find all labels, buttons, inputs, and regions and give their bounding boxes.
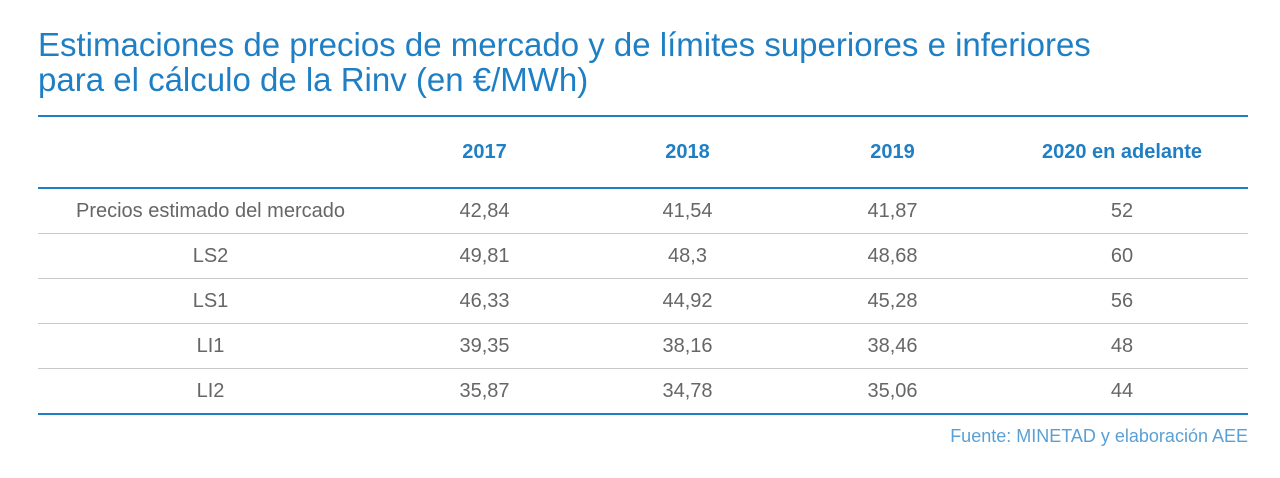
row-label: Precios estimado del mercado [38,188,383,234]
chart-title-line-2: para el cálculo de la Rinv (en €/MWh) [38,61,589,98]
table-cell: 45,28 [789,278,996,324]
table-cell: 56 [996,278,1248,324]
table-row: LI2 35,87 34,78 35,06 44 [38,369,1248,415]
row-label: LS1 [38,278,383,324]
table-row: LS1 46,33 44,92 45,28 56 [38,278,1248,324]
row-label: LS2 [38,233,383,279]
table-cell: 49,81 [383,233,586,279]
table-cell: 41,54 [586,188,789,234]
table-row: LI1 39,35 38,16 38,46 48 [38,323,1248,369]
table-cell: 48 [996,323,1248,369]
table-cell: 38,46 [789,323,996,369]
table-cell: 39,35 [383,323,586,369]
table-cell: 44,92 [586,278,789,324]
table-cell: 41,87 [789,188,996,234]
table-cell: 44 [1110,379,1134,402]
table-cell: 42,84 [383,188,586,234]
chart-title: Estimaciones de precios de mercado y de … [38,27,1248,97]
table-cell: 60 [996,233,1248,279]
table-cell: 34,78 [662,379,713,402]
table-row: Precios estimado del mercado 42,84 41,54… [38,188,1248,234]
row-label: LI1 [38,323,383,369]
table-cell: 46,33 [383,278,586,324]
table-cell: 35,06 [867,379,918,402]
table-row: LS2 49,81 48,3 48,68 60 [38,233,1248,279]
table-cell: 38,16 [586,323,789,369]
header-cell-2020: 2020 en adelante [996,116,1248,189]
table-cell: 48,3 [586,233,789,279]
price-estimates-table: 2017 2018 2019 2020 en adelante Precios … [38,115,1248,415]
chart-title-line-1: Estimaciones de precios de mercado y de … [38,26,1091,63]
source-note: Fuente: MINETAD y elaboración AEE [950,426,1248,446]
table-cell: 48,68 [789,233,996,279]
row-label: LI2 [196,379,225,402]
header-cell-label [38,116,383,189]
table-cell: 35,87 [459,379,510,402]
table-header-row: 2017 2018 2019 2020 en adelante [38,116,1248,189]
header-cell-2018: 2018 [586,116,789,189]
header-cell-2019: 2019 [789,116,996,189]
header-cell-2017: 2017 [383,116,586,189]
table-cell: 52 [996,188,1248,234]
